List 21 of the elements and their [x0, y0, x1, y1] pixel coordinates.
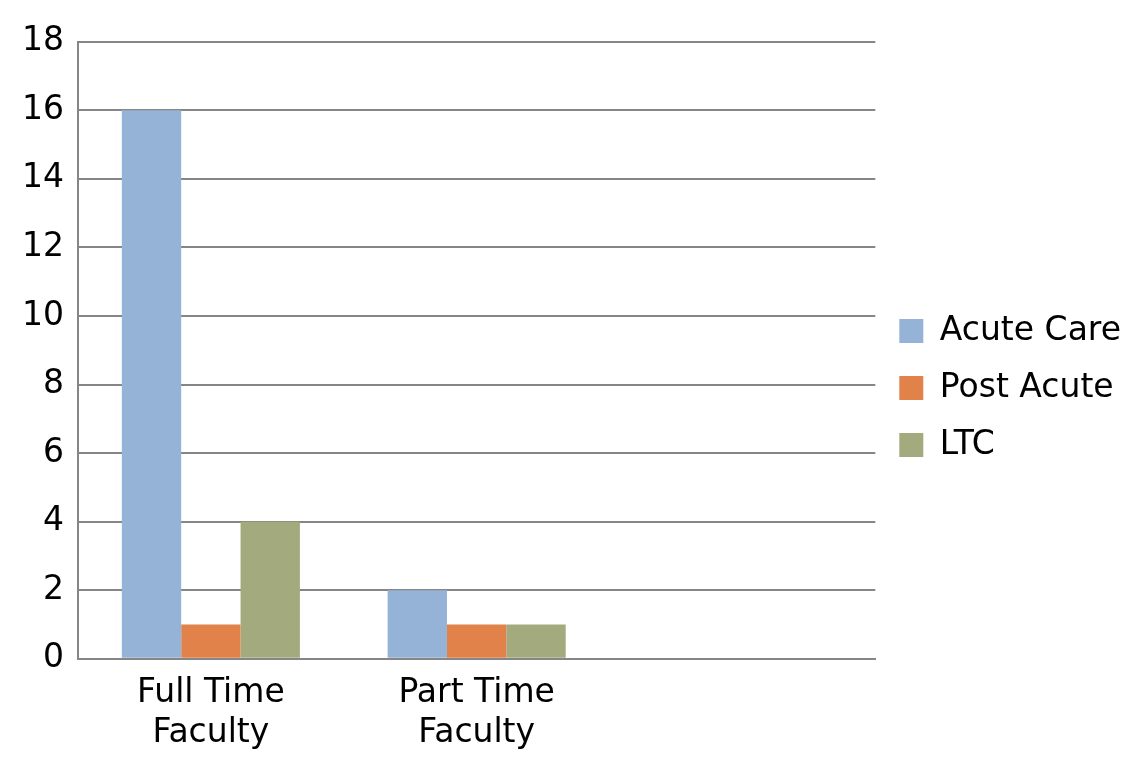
bar	[181, 624, 241, 658]
y-tick-label: 6	[42, 430, 64, 470]
bar	[121, 110, 182, 658]
bar	[446, 624, 507, 658]
legend-label: Post Acute	[939, 365, 1114, 405]
y-tick-label: 4	[42, 499, 64, 539]
y-tick-label: 18	[21, 19, 64, 59]
y-tick-label: 8	[42, 362, 64, 402]
bar	[387, 590, 447, 658]
x-tick-label: Full Time Faculty	[137, 671, 285, 750]
y-tick-label: 14	[21, 156, 64, 196]
y-tick-label: 10	[21, 293, 64, 333]
y-tick-label: 12	[21, 225, 64, 265]
y-tick-label: 2	[42, 567, 64, 607]
y-tick-label: 16	[21, 87, 64, 127]
x-tick-label: Part Time Faculty	[398, 671, 555, 750]
legend-label: LTC	[939, 422, 995, 462]
bar	[240, 521, 300, 658]
bar	[506, 624, 566, 658]
y-tick-label: 0	[42, 636, 64, 676]
legend-label: Acute Care	[939, 308, 1122, 348]
